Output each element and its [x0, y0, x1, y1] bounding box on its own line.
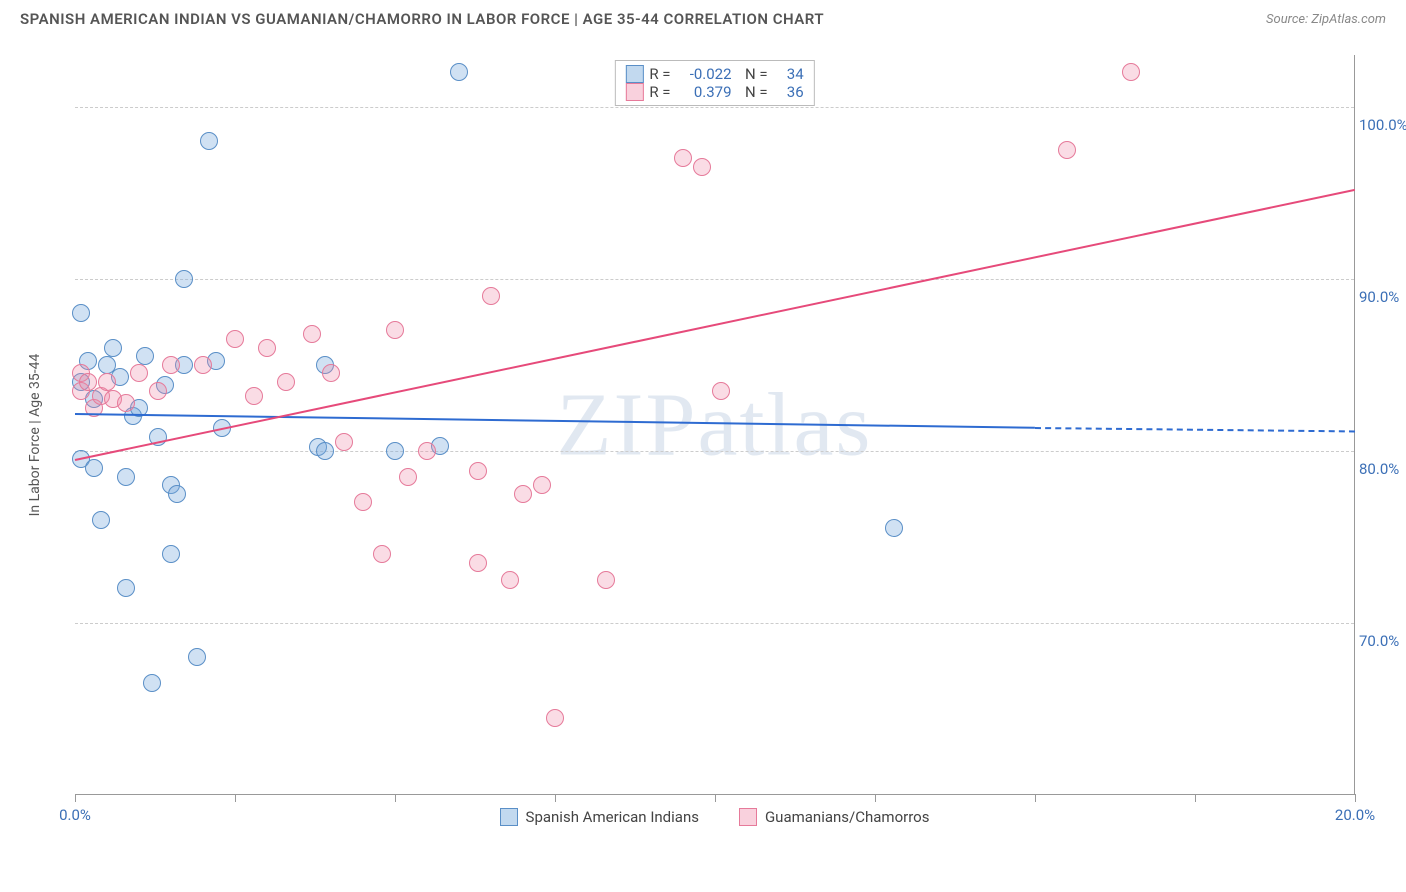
scatter-marker [335, 433, 353, 451]
stats-row-series1: R = -0.022 N = 34 [625, 65, 803, 83]
scatter-marker [450, 63, 468, 81]
legend-label: Spanish American Indians [526, 808, 699, 826]
scatter-marker [136, 347, 154, 365]
scatter-marker [130, 364, 148, 382]
x-tick [715, 794, 716, 802]
legend-label: Guamanians/Chamorros [765, 808, 929, 826]
scatter-marker [386, 442, 404, 460]
stats-legend-box: R = -0.022 N = 34 R = 0.379 N = 36 [614, 60, 814, 106]
scatter-marker [143, 674, 161, 692]
scatter-marker [399, 468, 417, 486]
scatter-marker [188, 648, 206, 666]
scatter-marker [92, 511, 110, 529]
scatter-marker [482, 287, 500, 305]
swatch-icon [739, 808, 757, 826]
x-tick [1355, 794, 1356, 802]
legend-item-series2: Guamanians/Chamorros [739, 808, 929, 826]
scatter-marker [200, 132, 218, 150]
legend-item-series1: Spanish American Indians [500, 808, 699, 826]
scatter-marker [712, 382, 730, 400]
scatter-marker [386, 321, 404, 339]
plot-region: ZIPatlas R = -0.022 N = 34 R = 0.379 N =… [75, 55, 1355, 795]
scatter-marker [597, 571, 615, 589]
stat-label: N = [738, 65, 768, 83]
legend-bottom: Spanish American Indians Guamanians/Cham… [75, 808, 1354, 826]
swatch-icon [500, 808, 518, 826]
x-tick-label: 0.0% [59, 806, 91, 824]
scatter-marker [226, 330, 244, 348]
scatter-marker [693, 158, 711, 176]
stat-n-value: 36 [774, 83, 804, 101]
scatter-marker [117, 579, 135, 597]
scatter-marker [674, 149, 692, 167]
stats-row-series2: R = 0.379 N = 36 [625, 83, 803, 101]
y-tick-label: 80.0% [1359, 460, 1406, 478]
gridline [75, 623, 1354, 624]
swatch-icon [625, 83, 643, 101]
scatter-marker [162, 356, 180, 374]
x-tick [555, 794, 556, 802]
scatter-marker [322, 364, 340, 382]
scatter-marker [175, 270, 193, 288]
scatter-marker [98, 373, 116, 391]
scatter-marker [533, 476, 551, 494]
scatter-marker [72, 304, 90, 322]
x-tick [875, 794, 876, 802]
stat-label: R = [649, 83, 670, 101]
y-tick-label: 100.0% [1359, 116, 1406, 134]
scatter-marker [149, 382, 167, 400]
x-tick [235, 794, 236, 802]
chart-area: In Labor Force | Age 35-44 ZIPatlas R = … [45, 55, 1385, 815]
x-tick-label: 20.0% [1335, 806, 1375, 824]
gridline [75, 451, 1354, 452]
scatter-marker [469, 462, 487, 480]
scatter-marker [258, 339, 276, 357]
trend-line [75, 189, 1355, 461]
scatter-marker [501, 571, 519, 589]
scatter-marker [104, 339, 122, 357]
scatter-marker [162, 545, 180, 563]
gridline [75, 107, 1354, 108]
x-tick [1035, 794, 1036, 802]
scatter-marker [194, 356, 212, 374]
scatter-marker [85, 459, 103, 477]
chart-title: SPANISH AMERICAN INDIAN VS GUAMANIAN/CHA… [20, 10, 824, 28]
y-axis-label: In Labor Force | Age 35-44 [27, 354, 43, 517]
x-tick [395, 794, 396, 802]
y-tick-label: 90.0% [1359, 288, 1406, 306]
trend-line [1035, 427, 1355, 432]
source-label: Source: ZipAtlas.com [1266, 12, 1386, 27]
stat-r-value: -0.022 [677, 65, 732, 83]
scatter-marker [354, 493, 372, 511]
scatter-marker [514, 485, 532, 503]
x-tick [75, 794, 76, 802]
scatter-marker [418, 442, 436, 460]
scatter-marker [277, 373, 295, 391]
stat-n-value: 34 [774, 65, 804, 83]
scatter-marker [373, 545, 391, 563]
scatter-marker [316, 442, 334, 460]
stat-label: R = [649, 65, 670, 83]
scatter-marker [1122, 63, 1140, 81]
scatter-marker [245, 387, 263, 405]
swatch-icon [625, 65, 643, 83]
scatter-marker [1058, 141, 1076, 159]
gridline [75, 279, 1354, 280]
scatter-marker [885, 519, 903, 537]
stat-label: N = [738, 83, 768, 101]
stat-r-value: 0.379 [677, 83, 732, 101]
x-tick [1195, 794, 1196, 802]
scatter-marker [117, 394, 135, 412]
scatter-marker [469, 554, 487, 572]
scatter-marker [168, 485, 186, 503]
scatter-marker [546, 709, 564, 727]
scatter-marker [117, 468, 135, 486]
y-tick-label: 70.0% [1359, 632, 1406, 650]
scatter-marker [303, 325, 321, 343]
